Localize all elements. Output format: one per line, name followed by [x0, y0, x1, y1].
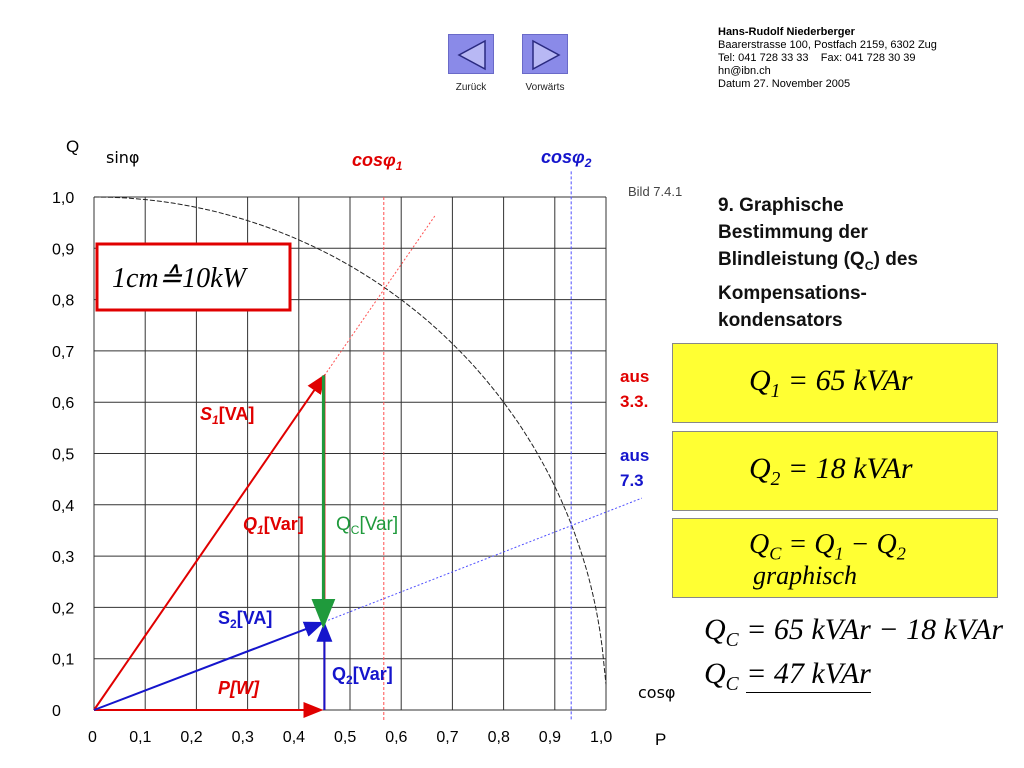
cos-phi2-label: cosφ2 — [541, 147, 592, 170]
y-tick-label: 1,0 — [52, 190, 74, 207]
x-tick-label: 0 — [88, 729, 97, 746]
s2-label: S2[VA] — [218, 608, 272, 631]
grid — [93, 196, 607, 711]
y-tick-label: 0,2 — [52, 600, 74, 617]
y-axis-sub-label: sinφ — [106, 148, 139, 167]
y-tick-label: 0,6 — [52, 395, 74, 412]
s1-extension-line — [323, 214, 436, 376]
result-line-2: QC = 47 kVAr — [704, 657, 871, 695]
cos-phi1-label: cosφ1 — [352, 150, 403, 173]
unit-circle-arc — [93, 196, 607, 685]
q2-formula-box: Q2 = 18 kVAr — [672, 431, 998, 511]
y-tick-label: 0 — [52, 703, 61, 720]
section-heading: 9. Graphische Bestimmung der Blindleistu… — [718, 192, 1008, 334]
y-tick-label: 0,4 — [52, 498, 74, 515]
p-label: P[W] — [218, 678, 260, 698]
author-phone: Tel: 041 728 33 33 Fax: 041 728 30 39 — [718, 52, 916, 64]
scale-text: 1cm≙10kW — [112, 263, 249, 294]
x-tick-label: 0,5 — [334, 729, 356, 746]
source-note-2: aus 7.3 — [620, 446, 650, 490]
heading-line: kondensators — [718, 309, 843, 331]
figure-label: Bild 7.4.1 — [628, 184, 682, 199]
x-tick-label: 0,6 — [385, 729, 407, 746]
q2-label: Q2[Var] — [332, 664, 393, 687]
heading-line: Kompensations- — [718, 282, 867, 304]
qc-formula-box: QC = Q1 − Q2 graphisch — [672, 518, 998, 598]
y-tick-label: 0,1 — [52, 652, 74, 669]
heading-line: Blindleistung (QC) des — [718, 249, 918, 273]
qc-label: QC[Var] — [336, 514, 398, 537]
source-note-1: aus 3.3. — [620, 367, 650, 411]
s1-label: S1[VA] — [200, 404, 254, 427]
heading-line: Bestimmung der — [718, 222, 868, 243]
forward-label: Vorwärts — [525, 82, 565, 93]
y-tick-label: 0,8 — [52, 293, 74, 310]
forward-button[interactable] — [522, 34, 568, 74]
triangle-left-icon — [457, 39, 486, 71]
s2-vector — [93, 621, 325, 711]
x-tick-label: 0,2 — [180, 729, 202, 746]
scale-box — [95, 242, 292, 312]
x-tick-label: 0,4 — [283, 729, 305, 746]
author-email: hn@ibn.ch — [718, 65, 771, 77]
back-button[interactable] — [448, 34, 494, 74]
triangle-right-icon — [532, 39, 561, 71]
x-tick-label: 0,9 — [539, 729, 561, 746]
document-date: Datum 27. November 2005 — [718, 78, 851, 90]
author-address: Baarerstrasse 100, Postfach 2159, 6302 Z… — [718, 39, 937, 51]
q1-formula-box: Q1 = 65 kVAr — [672, 343, 998, 423]
x-tick-label: 0,7 — [436, 729, 458, 746]
x-tick-label: 0,8 — [488, 729, 510, 746]
x-tick-label: 0,1 — [129, 729, 151, 746]
tick-labels: 1,0 0,9 0,8 0,7 0,6 0,5 0,4 0,3 0,2 0,1 0 0 0,1 0,2 0,… — [52, 190, 612, 746]
author-name: Hans-Rudolf Niederberger — [718, 26, 855, 38]
x-tick-label: 0,3 — [232, 729, 254, 746]
y-tick-label: 0,5 — [52, 447, 74, 464]
heading-line: 9. Graphische — [718, 195, 844, 216]
y-tick-label: 0,7 — [52, 344, 74, 361]
x-tick-label: 1,0 — [590, 729, 612, 746]
contact-block: Hans-Rudolf Niederberger Baarerstrasse 1… — [718, 26, 937, 91]
s1-vector — [93, 373, 326, 711]
result-line-1: QC = 65 kVAr − 18 kVAr — [704, 613, 1004, 651]
y-tick-label: 0,3 — [52, 549, 74, 566]
x-axis-sub-label: cosφ — [638, 683, 675, 702]
q1-label: Q1[Var] — [243, 514, 304, 537]
x-axis-label: P — [655, 730, 666, 749]
s2-extension-line — [324, 497, 643, 623]
back-label: Zurück — [455, 82, 487, 93]
y-tick-label: 0,9 — [52, 241, 74, 258]
y-axis-label: Q — [66, 137, 79, 156]
